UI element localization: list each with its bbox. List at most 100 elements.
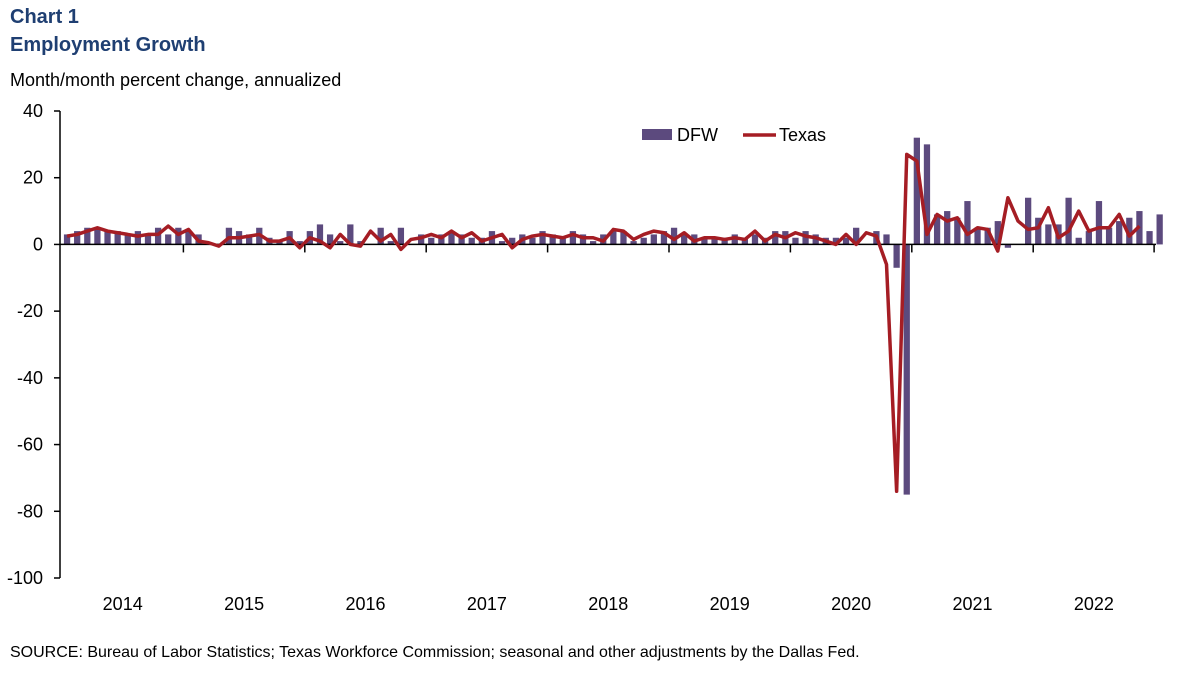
dfw-bars — [63, 137, 1163, 495]
dfw-bar — [944, 211, 951, 245]
dfw-bar — [326, 234, 334, 245]
dfw-bar — [883, 234, 890, 245]
dfw-bar — [640, 237, 647, 245]
dfw-bar — [509, 237, 516, 245]
x-tick-label: 2014 — [103, 594, 143, 614]
x-tick-label: 2021 — [952, 594, 992, 614]
dfw-bar — [1085, 231, 1092, 245]
dfw-bar — [428, 237, 435, 245]
dfw-bar — [498, 241, 506, 245]
dfw-bar — [104, 231, 111, 245]
dfw-bar — [124, 234, 131, 245]
dfw-bar — [296, 241, 303, 245]
dfw-bar — [549, 234, 556, 245]
dfw-bar — [681, 234, 688, 245]
legend-swatch-dfw — [642, 129, 672, 140]
legend-label-dfw: DFW — [677, 125, 718, 145]
dfw-bar — [994, 221, 1001, 245]
y-tick-label: -80 — [17, 501, 43, 521]
y-tick-label: 20 — [23, 168, 43, 188]
dfw-bar — [660, 231, 668, 245]
chart-axes — [59, 111, 1156, 578]
dfw-bar — [347, 224, 354, 245]
dfw-bar — [853, 227, 860, 245]
y-tick-label: -100 — [7, 568, 43, 588]
chart-title: Employment Growth — [10, 34, 206, 56]
dfw-bar — [387, 241, 394, 245]
dfw-bar — [923, 144, 931, 245]
y-tick-label: 0 — [33, 234, 43, 254]
dfw-bar — [114, 231, 121, 245]
x-tick-label: 2017 — [467, 594, 507, 614]
source-note: SOURCE: Bureau of Labor Statistics; Texa… — [10, 644, 860, 661]
dfw-bar — [165, 234, 172, 245]
dfw-bar — [903, 244, 910, 495]
dfw-bar — [670, 227, 678, 245]
dfw-bar — [185, 231, 192, 245]
dfw-bar — [832, 237, 840, 245]
x-tick-label: 2016 — [345, 594, 385, 614]
dfw-bar — [1065, 197, 1072, 245]
dfw-bar — [94, 227, 101, 245]
dfw-bar — [468, 237, 475, 245]
dfw-bar — [954, 217, 961, 245]
dfw-bar — [772, 231, 779, 245]
dfw-bar — [620, 231, 627, 245]
dfw-bar — [559, 237, 566, 245]
x-tick-label: 2015 — [224, 594, 264, 614]
dfw-bar — [1075, 237, 1082, 245]
x-axis-ticks: 2014 2015 2016 2017 2018 2019 2020 2021 2022 — [103, 244, 1155, 614]
dfw-bar — [913, 137, 920, 245]
x-tick-label: 2020 — [831, 594, 871, 614]
x-tick-label: 2019 — [710, 594, 750, 614]
dfw-bar — [529, 237, 536, 245]
legend: DFW Texas — [642, 125, 826, 145]
dfw-bar — [711, 237, 718, 245]
x-tick-label: 2022 — [1074, 594, 1114, 614]
texas-line — [66, 152, 1141, 494]
y-tick-label: 40 — [23, 101, 43, 121]
y-tick-label: -40 — [17, 368, 43, 388]
dfw-bar — [984, 227, 991, 245]
dfw-bar — [1045, 224, 1052, 245]
dfw-bar — [144, 234, 152, 245]
dfw-bar — [246, 234, 253, 245]
dfw-bar — [448, 231, 455, 245]
dfw-bar — [74, 231, 81, 245]
dfw-bar — [974, 227, 981, 245]
dfw-bar — [964, 201, 971, 245]
dfw-bar — [1095, 201, 1103, 245]
y-tick-label: -20 — [17, 301, 43, 321]
legend-label-texas: Texas — [779, 125, 826, 145]
dfw-bar — [84, 227, 91, 245]
dfw-bar — [569, 231, 577, 245]
dfw-bar — [1116, 221, 1123, 245]
dfw-bar — [357, 241, 364, 245]
dfw-bar — [650, 234, 657, 245]
dfw-bar — [893, 244, 900, 268]
dfw-bar — [701, 237, 708, 245]
dfw-bar — [1126, 217, 1133, 245]
dfw-bar — [589, 241, 597, 245]
dfw-bar — [1004, 244, 1012, 248]
dfw-bar — [377, 227, 384, 245]
chart-number: Chart 1 — [10, 6, 79, 28]
dfw-bar — [751, 234, 759, 245]
y-axis-ticks: 40 20 0 -20 -40 -60 -80 -100 — [7, 101, 60, 588]
dfw-bar — [933, 214, 941, 245]
dfw-bar — [1146, 231, 1153, 245]
dfw-bar — [1025, 197, 1032, 245]
dfw-bar — [1035, 217, 1042, 245]
dfw-bar — [630, 241, 637, 245]
dfw-bar — [539, 231, 546, 245]
dfw-bar — [1105, 227, 1113, 245]
x-tick-label: 2018 — [588, 594, 628, 614]
dfw-bar — [337, 241, 344, 245]
y-axis-unit-label: Month/month percent change, annualized — [10, 70, 342, 90]
dfw-bar — [842, 237, 850, 245]
dfw-bar — [316, 224, 324, 245]
dfw-bar — [397, 227, 405, 245]
y-tick-label: -60 — [17, 435, 43, 455]
dfw-bar — [792, 237, 799, 245]
